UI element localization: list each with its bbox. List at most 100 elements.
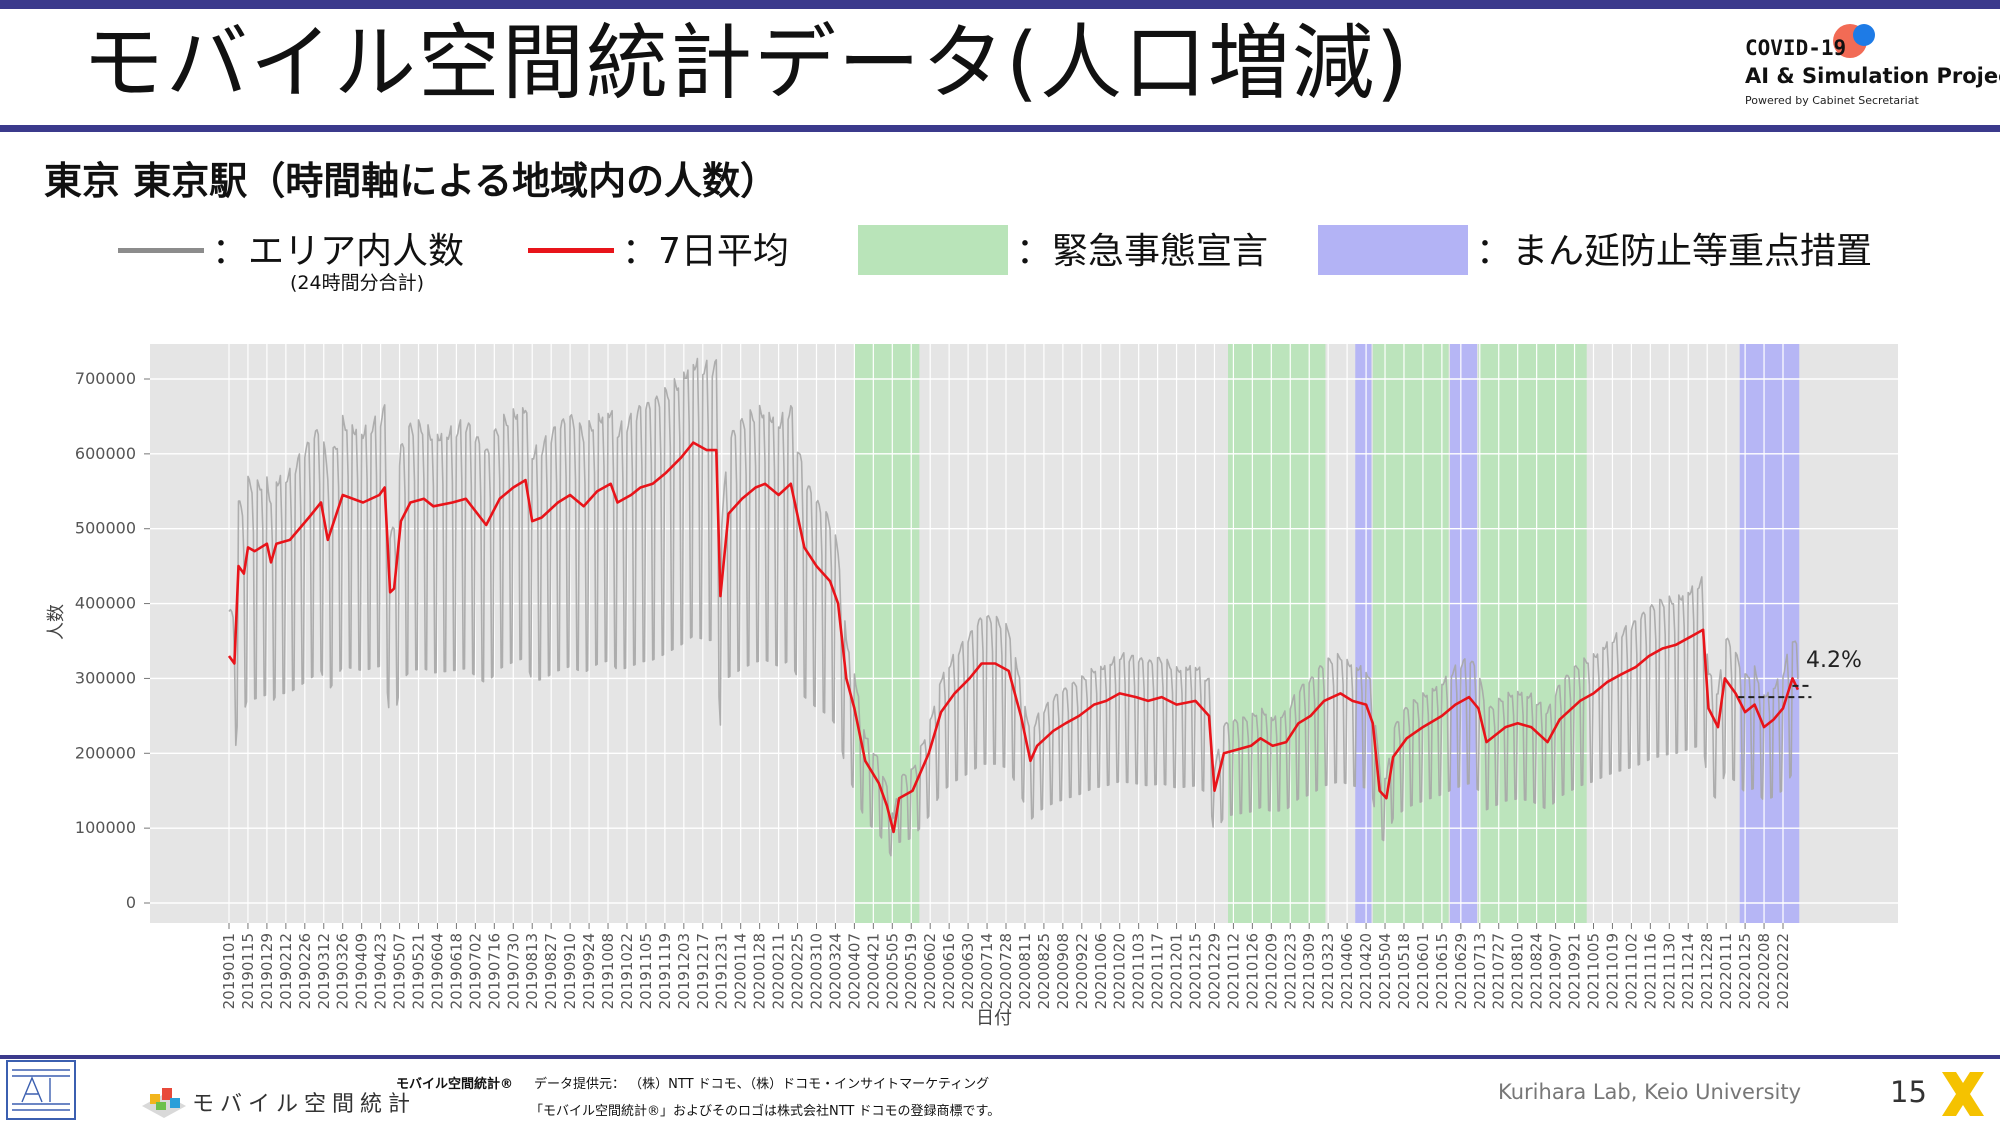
x-tick-label: 20190212 <box>277 933 295 1009</box>
x-tick-label: 20200922 <box>1073 933 1091 1009</box>
x-tick-label: 20190716 <box>485 933 503 1009</box>
x-tick-label: 20200310 <box>807 933 825 1009</box>
x-tick-label: 20210126 <box>1243 933 1261 1009</box>
x-tick-label: 20210309 <box>1300 933 1318 1009</box>
x-tick-label: 20190409 <box>353 933 371 1009</box>
x-tick-label: 20190101 <box>220 933 238 1009</box>
ai-lab-icon <box>6 1060 76 1120</box>
chart-subtitle: 東京 東京駅（時間軸による地域内の人数） <box>44 159 779 203</box>
y-tick-label: 300000 <box>75 668 136 687</box>
x-tick-label: 20191022 <box>618 933 636 1009</box>
x-tick-label: 20210921 <box>1566 933 1584 1009</box>
x-tick-label: 20210112 <box>1224 933 1242 1009</box>
x-tick-label: 20190312 <box>315 933 333 1009</box>
x-tick-label: 20191119 <box>656 933 674 1009</box>
y-tick-label: 400000 <box>75 594 136 613</box>
x-tick-label: 20200421 <box>864 933 882 1009</box>
x-tick-label: 20190326 <box>334 933 352 1009</box>
x-tick-label: 20201103 <box>1130 933 1148 1009</box>
logo-line1: COVID-19 <box>1745 36 1847 60</box>
x-tick-label: 20190618 <box>447 933 465 1009</box>
x-tick-label: 20191105 <box>637 933 655 1009</box>
x-tick-label: 20200114 <box>732 933 750 1009</box>
y-tick-label: 700000 <box>75 369 136 388</box>
x-tick-label: 20220125 <box>1736 933 1754 1009</box>
x-tick-label: 20200519 <box>902 933 920 1009</box>
legend-green-swatch <box>858 225 1008 275</box>
emergency-period <box>1228 344 1326 923</box>
x-mark-logo <box>1942 1072 1984 1116</box>
mobile-stats-brand: モバイル空間統計 <box>140 1080 410 1120</box>
x-tick-label: 20220222 <box>1774 933 1792 1009</box>
x-tick-label: 20191217 <box>694 933 712 1009</box>
x-tick-label: 20190226 <box>296 933 314 1009</box>
x-tick-label: 20220111 <box>1717 933 1735 1009</box>
x-tick-label: 20200505 <box>883 933 901 1009</box>
x-tick-label: 20210629 <box>1452 933 1470 1009</box>
change-annotation: 4.2% <box>1806 648 1862 673</box>
x-tick-label: 20210504 <box>1376 933 1394 1009</box>
data-provider: データ提供元： （株）NTT ドコモ、（株）ドコモ・インサイトマーケティング <box>534 1077 990 1092</box>
x-tick-label: 20210824 <box>1528 933 1546 1009</box>
x-tick-label: 20191203 <box>675 933 693 1009</box>
x-tick-label: 20210615 <box>1433 933 1451 1009</box>
footer-rule <box>0 1055 2000 1059</box>
x-axis-label: 日付 <box>976 1008 1012 1029</box>
page-number: 15 <box>1890 1075 1927 1109</box>
x-tick-label: 20200602 <box>921 933 939 1009</box>
x-tick-label: 20201201 <box>1168 933 1186 1009</box>
logo-line3: Powered by Cabinet Secretariat <box>1745 94 1919 107</box>
x-tick-label: 20190521 <box>410 933 428 1009</box>
x-tick-label: 20200324 <box>826 933 844 1009</box>
y-tick-label: 100000 <box>75 818 136 837</box>
raw-series-line <box>228 357 1799 857</box>
x-tick-label: 20210713 <box>1471 933 1489 1009</box>
x-tick-label: 20200825 <box>1035 933 1053 1009</box>
cubes-icon <box>142 1088 186 1118</box>
legend-green-label: ：緊急事態宣言 <box>1016 231 1269 272</box>
avg-series-line <box>227 441 1800 834</box>
x-tick-label: 20190827 <box>542 933 560 1009</box>
x-tick-label: 20191231 <box>713 933 731 1009</box>
x-tick-label: 20211019 <box>1603 933 1621 1009</box>
legend-purple-label: ：まん延防止等重点措置 <box>1476 231 1873 272</box>
x-tick-label: 20211116 <box>1641 933 1659 1009</box>
x-tick-label: 20200128 <box>751 933 769 1009</box>
y-tick-label: 200000 <box>75 743 136 762</box>
trademark-label: モバイル空間統計® <box>396 1077 514 1092</box>
x-tick-label: 20200714 <box>978 933 996 1009</box>
x-tick-label: 20200225 <box>789 933 807 1009</box>
x-tick-label: 20211005 <box>1584 933 1602 1009</box>
x-tick-label: 20201020 <box>1111 933 1129 1009</box>
x-tick-label: 20191008 <box>599 933 617 1009</box>
x-tick-label: 20190507 <box>391 933 409 1009</box>
x-tick-label: 20200211 <box>770 933 788 1009</box>
legend-red-swatch <box>528 248 614 253</box>
x-tick-label: 20210406 <box>1338 933 1356 1009</box>
logo-line2: AI & Simulation Project <box>1745 64 2000 88</box>
x-tick-label: 20200908 <box>1054 933 1072 1009</box>
x-tick-label: 20210223 <box>1281 933 1299 1009</box>
x-tick-label: 20190129 <box>258 933 276 1009</box>
x-tick-label: 20190604 <box>428 933 446 1009</box>
emergency-period <box>1478 344 1587 923</box>
x-tick-label: 20190423 <box>372 933 390 1009</box>
y-tick-label: 500000 <box>75 519 136 538</box>
x-tick-label: 20211214 <box>1679 933 1697 1009</box>
y-tick-label: 0 <box>126 893 136 912</box>
x-tick-label: 20210810 <box>1509 933 1527 1009</box>
x-tick-label: 20210323 <box>1319 933 1337 1009</box>
logo-blue-circle <box>1853 24 1875 46</box>
population-chart: 4.2% 0 100000 200000 300000 400000 500000 6000… <box>46 344 1898 1029</box>
priority-period <box>1739 344 1800 923</box>
top-accent-bar <box>0 0 2000 9</box>
x-tick-label: 20201229 <box>1205 933 1223 1009</box>
legend-purple-swatch <box>1318 225 1468 275</box>
x-tick-label: 20200811 <box>1016 933 1034 1009</box>
legend-gray-note: (24時間分合計) <box>290 272 425 294</box>
x-tick-label: 20200728 <box>997 933 1015 1009</box>
x-tick-label: 20210601 <box>1414 933 1432 1009</box>
x-tick-label: 20210420 <box>1357 933 1375 1009</box>
x-tick-label: 20211102 <box>1622 933 1640 1009</box>
legend-gray-label: ：エリア内人数 <box>212 231 465 272</box>
